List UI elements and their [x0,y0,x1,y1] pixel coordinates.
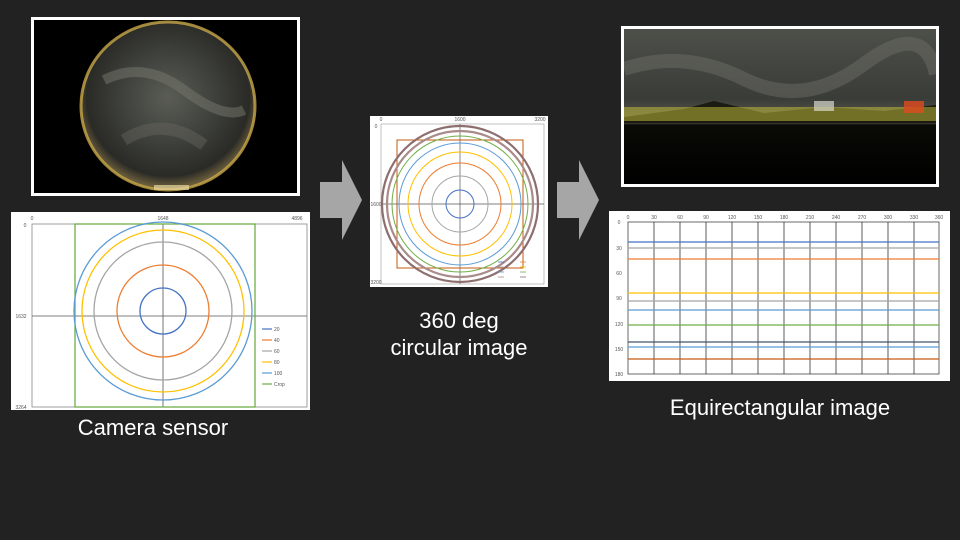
equirect-x-tick: 30 [651,215,657,221]
circle-60 [93,241,233,381]
legend-label: 100 [274,371,283,377]
circle-100 [73,221,253,401]
equirect-y-tick: 60 [616,271,622,277]
circular-legend-swatches [498,261,526,278]
panorama-photo [621,26,939,187]
sensor-x-tick: 0 [31,216,34,222]
equirect-y-tick: 0 [618,220,621,226]
circular-caption-line1: 360 deg [419,308,499,333]
equirect-x-tick: 270 [858,215,867,221]
equirect-x-tick: 120 [728,215,737,221]
equirect-x-tick: 180 [780,215,789,221]
panorama-image [624,29,936,184]
equirect-x-tick: 330 [910,215,919,221]
camera-sensor-caption: Camera sensor [77,415,229,440]
circular-x-tick: 3200 [534,117,545,123]
circular-y-tick: 0 [375,124,378,130]
equirect-y-tick: 150 [615,347,624,353]
equirect-y-tick: 30 [616,246,622,252]
legend-label: 20 [274,327,280,333]
circle-80 [81,229,245,393]
equirect-x-tick: 210 [806,215,815,221]
circular-caption-line2: circular image [390,335,528,360]
circular-x-tick: 1600 [454,117,465,123]
arrow-right-icon [557,160,599,240]
equirect-x-tick: 240 [832,215,841,221]
arrow-right-icon [320,160,362,240]
circle-20 [445,189,475,219]
circular-y-tick: 3200 [370,280,381,286]
equirect-chart-svg: 0 30 60 90 120 150 180 210 240 270 300 3… [615,215,944,378]
circle-40 [431,175,489,233]
circle-120 [391,135,529,273]
sensor-x-tick: 1648 [157,216,168,222]
circle-outer-1 [385,129,535,279]
legend-label: 60 [274,349,280,355]
equirect-x-tick: 150 [754,215,763,221]
equirect-y-tick: 90 [616,296,622,302]
legend-label: 40 [274,338,280,344]
sensor-chart-svg: 0 1648 4896 0 1632 3264 20 40 60 80 100 … [15,216,308,411]
circle-outer-2 [380,124,540,284]
circular-y-tick: 1600 [370,202,381,208]
circular-image-caption: 360 deg circular image [359,307,559,361]
crop-rectangle [74,223,256,408]
sensor-chart: 0 1648 4896 0 1632 3264 20 40 60 80 100 … [11,212,310,411]
sensor-y-tick: 1632 [15,314,26,320]
circle-60 [418,162,502,246]
sensor-x-tick: 4896 [291,216,302,222]
equirect-x-tick: 60 [677,215,683,221]
circular-chart: 0 1600 3200 0 1600 3200 [370,116,548,287]
legend-label: 80 [274,360,280,366]
sensor-y-tick: 0 [24,223,27,229]
equirect-x-tick: 90 [703,215,709,221]
circle-100 [398,142,522,266]
circular-x-tick: 0 [380,117,383,123]
legend-label: Crop [274,382,285,388]
equirectangular-caption: Equirectangular image [669,395,891,420]
equirect-y-tick: 120 [615,322,624,328]
equirect-x-tick: 0 [627,215,630,221]
circle-80 [407,151,513,257]
sensor-legend: 20 40 60 80 100 Crop [262,327,285,388]
equirect-x-ticks: 0 30 60 90 120 150 180 210 240 270 300 3… [627,215,944,221]
sensor-plot-area [31,223,308,408]
circle-20 [139,287,187,335]
equirect-x-tick: 360 [935,215,944,221]
equirect-gridlines [653,222,915,374]
circle-40 [116,264,210,358]
equirect-plot-area [627,221,940,375]
equirect-y-ticks: 0 30 60 90 120 150 180 [615,220,624,378]
sensor-y-tick: 3264 [15,405,26,410]
circular-chart-svg: 0 1600 3200 0 1600 3200 [370,117,545,286]
equirect-y-tick: 180 [615,372,624,378]
equirect-x-tick: 300 [884,215,893,221]
equirect-chart: 0 30 60 90 120 150 180 210 240 270 300 3… [609,211,950,381]
fisheye-sky-image [79,20,257,192]
circular-crop-rectangle [396,139,524,269]
fisheye-photo [31,17,300,196]
